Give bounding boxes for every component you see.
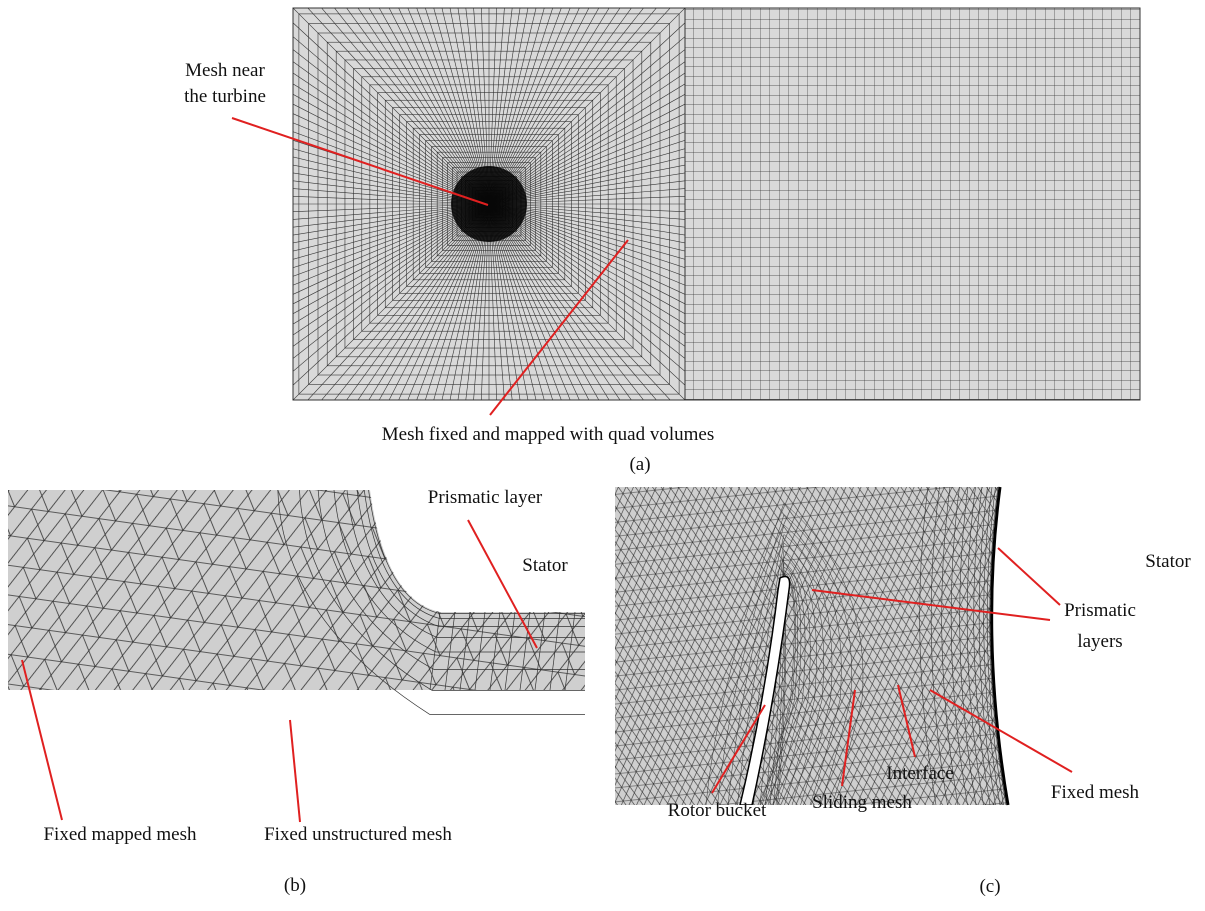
annotation: Rotor bucket [668,800,767,821]
annotation: Prismatic [1064,600,1136,621]
uniform-mesh [685,8,1140,400]
annotation: Stator [1145,551,1191,572]
annotation: Fixed mapped mesh [43,824,197,845]
annotation: Fixed mesh [1051,782,1140,803]
figure: Mesh near the turbine Mesh fixed and map… [0,0,1205,911]
annotation: Mesh fixed and mapped with quad volumes [382,424,714,445]
annotation: Fixed unstructured mesh [264,824,452,845]
rotor-mesh [615,487,1015,807]
panel-label: (b) [284,875,306,896]
annotation: Stator [522,555,568,576]
annotation: Sliding mesh [812,792,912,813]
panel-label: (a) [629,454,650,475]
annotation: the turbine [184,86,266,107]
annotation: Interface [886,763,954,784]
leader-line [290,720,300,822]
leader-line [998,548,1060,605]
annotation: layers [1077,631,1122,652]
panel-label: (c) [979,876,1000,897]
annotation: Mesh near [185,60,265,81]
annotation: Prismatic layer [428,487,543,508]
unstructured-mesh [8,490,585,690]
dense-core [451,166,527,242]
